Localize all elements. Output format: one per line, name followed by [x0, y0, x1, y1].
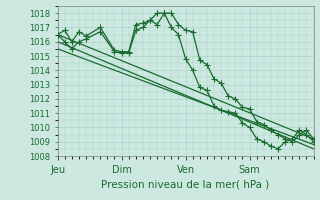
X-axis label: Pression niveau de la mer( hPa ): Pression niveau de la mer( hPa )	[101, 179, 270, 189]
